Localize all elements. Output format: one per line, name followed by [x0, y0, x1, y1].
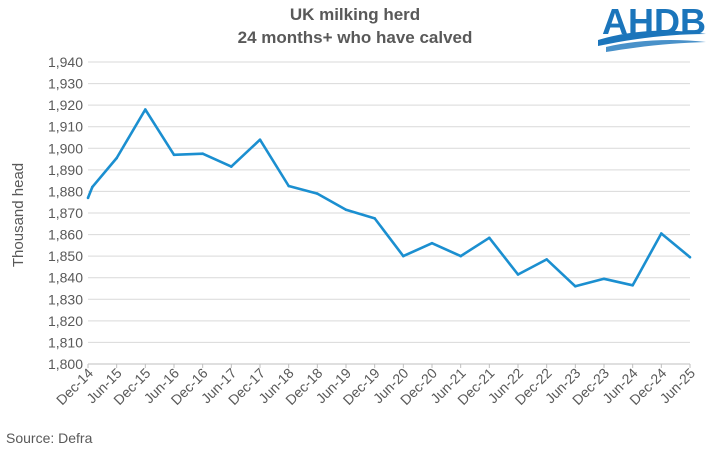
data-point: [230, 165, 233, 168]
y-tick-label: 1,920: [48, 97, 83, 113]
y-tick-label: 1,810: [48, 334, 83, 350]
data-point: [430, 241, 434, 245]
chart-title: UK milking herd 24 months+ who have calve…: [238, 5, 473, 47]
y-tick-label: 1,850: [48, 248, 83, 264]
y-tick-label: 1,880: [48, 183, 83, 199]
y-tick-label: 1,940: [48, 54, 83, 70]
data-point: [316, 192, 319, 195]
data-point: [91, 185, 94, 189]
y-tick-label: 1,900: [48, 140, 83, 156]
data-point: [86, 196, 90, 200]
data-point: [602, 277, 606, 281]
y-tick-label: 1,800: [48, 356, 83, 372]
y-tick-label: 1,890: [48, 162, 83, 178]
series-line: [86, 108, 691, 288]
gridlines: [88, 61, 690, 365]
data-point: [287, 184, 291, 188]
y-axis-ticks: 1,800 1,810 1,820 1,830 1,840 1,850 1,860 1,870…: [48, 54, 83, 372]
y-tick-label: 1,910: [48, 119, 83, 135]
logo-swoosh-icon: [606, 39, 706, 52]
x-axis-ticks: Dec-14Jun-15Dec-15Jun-16Dec-16Jun-17Dec-…: [53, 364, 698, 408]
chart-title-line: UK milking herd: [290, 5, 420, 24]
data-point: [516, 273, 520, 276]
y-tick-label: 1,820: [48, 313, 83, 329]
y-tick-label: 1,870: [48, 205, 83, 221]
data-point: [144, 108, 147, 111]
y-tick-label: 1,860: [48, 227, 83, 243]
ahdb-logo: AHDB: [598, 1, 706, 52]
y-tick-label: 1,830: [48, 291, 83, 307]
data-point: [459, 254, 463, 258]
y-tick-label: 1,930: [48, 76, 83, 92]
y-tick-label: 1,840: [48, 270, 83, 286]
data-point: [631, 284, 634, 287]
data-point: [488, 236, 491, 240]
data-point: [660, 232, 663, 235]
y-axis-label: Thousand head: [10, 163, 27, 267]
series-points: [86, 108, 692, 288]
data-point: [574, 285, 577, 288]
source-note: Source: Defra: [6, 430, 93, 446]
data-point: [373, 217, 377, 220]
data-point: [344, 208, 348, 212]
logo-swoosh-icon: [598, 30, 706, 46]
data-point: [201, 152, 204, 155]
chart-title-line: 24 months+ who have calved: [238, 28, 473, 47]
data-point: [258, 138, 262, 141]
data-point: [115, 156, 118, 160]
data-point: [172, 153, 176, 157]
data-point: [545, 258, 548, 261]
data-point: [688, 255, 692, 259]
data-point: [402, 254, 405, 258]
